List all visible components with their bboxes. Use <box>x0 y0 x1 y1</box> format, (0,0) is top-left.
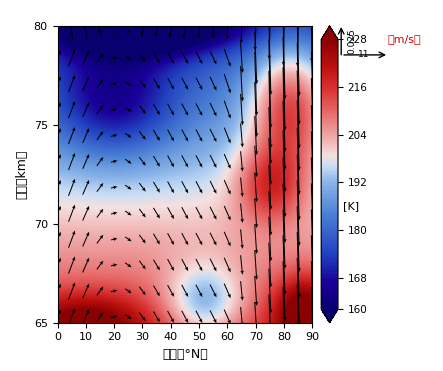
Text: [K]: [K] <box>343 201 359 211</box>
Text: （m/s）: （m/s） <box>388 34 421 44</box>
PathPatch shape <box>321 309 338 323</box>
Text: 0.025: 0.025 <box>347 28 357 54</box>
Text: 11: 11 <box>358 50 370 59</box>
X-axis label: 緯度（°N）: 緯度（°N） <box>162 348 208 361</box>
Y-axis label: 高度（km）: 高度（km） <box>15 150 28 199</box>
PathPatch shape <box>321 26 338 39</box>
